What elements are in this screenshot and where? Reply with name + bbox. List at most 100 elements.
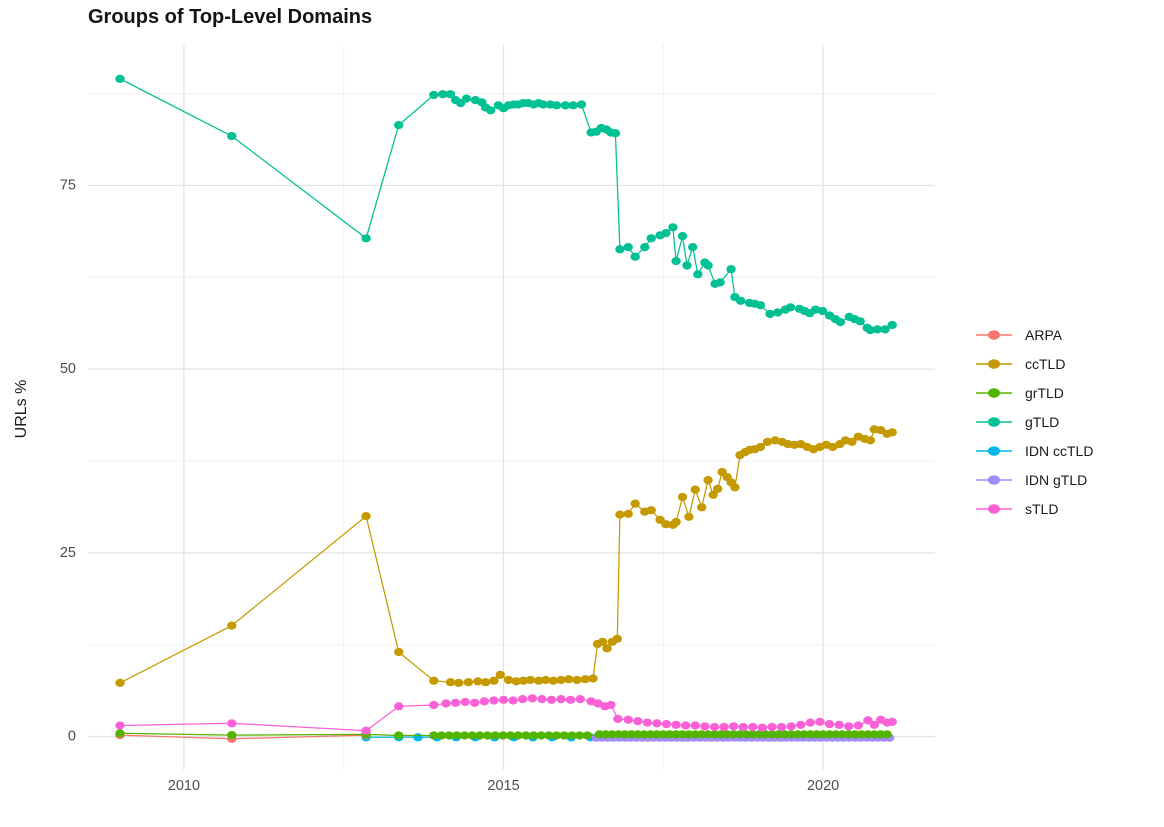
legend-key-icon	[976, 445, 1012, 456]
data-point	[227, 719, 237, 728]
data-point	[869, 720, 879, 729]
data-point	[786, 722, 796, 731]
legend-label: IDN ccTLD	[1025, 442, 1094, 459]
data-point	[503, 675, 514, 685]
data-point	[429, 90, 439, 100]
data-point	[828, 442, 838, 452]
data-point	[713, 484, 723, 493]
data-point	[115, 74, 125, 83]
data-point	[730, 483, 740, 492]
data-point	[776, 722, 787, 732]
data-point	[227, 132, 237, 141]
data-point	[565, 695, 576, 704]
y-tick-label: 25	[60, 545, 76, 561]
data-point	[479, 697, 489, 706]
data-point	[593, 699, 603, 708]
data-point	[887, 717, 897, 727]
y-tick-label: 0	[68, 729, 76, 745]
data-point	[361, 511, 371, 521]
data-point	[490, 731, 500, 740]
data-point	[361, 234, 371, 243]
data-point	[755, 442, 766, 452]
legend-item-ccTLD: ccTLD	[972, 349, 1093, 378]
data-point	[610, 129, 621, 138]
data-point	[615, 510, 625, 519]
data-point	[582, 731, 592, 740]
data-point	[690, 721, 700, 730]
legend-item-sTLD: sTLD	[972, 494, 1093, 523]
data-point	[661, 229, 671, 238]
data-point	[560, 101, 571, 110]
data-point	[534, 676, 544, 685]
data-point	[834, 720, 844, 729]
legend: ARPA ccTLD grTLD gTLD IDN ccTLD IDN gTLD sTLD	[972, 320, 1093, 523]
legend-item-grTLD: grTLD	[972, 378, 1093, 407]
legend-label: sTLD	[1025, 500, 1059, 517]
x-tick-label: 2015	[487, 778, 519, 794]
data-point	[541, 675, 551, 685]
data-point	[513, 731, 523, 740]
data-point	[438, 90, 448, 99]
data-point	[703, 476, 713, 485]
data-point	[460, 697, 470, 707]
data-point	[671, 720, 681, 729]
legend-label: IDN gTLD	[1025, 471, 1088, 488]
data-point	[454, 678, 464, 688]
data-point	[880, 325, 890, 334]
data-point	[568, 101, 578, 110]
data-point	[719, 722, 729, 732]
data-point	[668, 223, 678, 232]
data-point	[518, 695, 528, 704]
data-point	[709, 722, 720, 732]
data-point	[508, 696, 518, 705]
data-point	[630, 499, 640, 508]
legend-item-ARPA: ARPA	[972, 320, 1093, 349]
data-point	[429, 676, 439, 685]
data-point	[844, 722, 854, 731]
data-point	[498, 731, 508, 740]
data-point	[361, 726, 371, 735]
data-point	[546, 695, 557, 704]
data-point	[452, 731, 462, 740]
data-point	[810, 305, 821, 314]
data-point	[536, 731, 546, 740]
data-point	[580, 675, 590, 684]
data-point	[527, 694, 537, 703]
y-tick-label: 75	[60, 177, 76, 193]
data-point	[882, 730, 892, 739]
data-point	[445, 90, 456, 99]
data-point	[450, 698, 461, 707]
legend-label: ARPA	[1025, 326, 1063, 343]
data-point	[757, 723, 768, 732]
data-point	[817, 306, 828, 316]
data-point	[773, 308, 783, 317]
series-gTLD	[115, 74, 897, 335]
data-point	[429, 731, 439, 740]
data-point	[115, 721, 125, 730]
data-point	[394, 731, 404, 740]
data-point	[413, 733, 423, 742]
data-point	[597, 637, 608, 646]
legend-key-icon	[976, 329, 1012, 340]
series-grTLD	[115, 729, 892, 740]
data-point	[642, 718, 652, 727]
data-point	[394, 702, 404, 711]
data-point	[567, 731, 577, 740]
data-point	[444, 731, 454, 740]
data-point	[693, 270, 703, 279]
legend-key-icon	[976, 387, 1012, 398]
data-point	[640, 243, 650, 252]
data-point	[436, 731, 447, 740]
x-tick-label: 2010	[168, 778, 200, 794]
data-point	[548, 676, 559, 685]
data-point	[441, 699, 451, 708]
data-point	[602, 644, 612, 653]
data-point	[785, 303, 796, 312]
data-point	[796, 720, 806, 729]
data-point	[518, 676, 528, 685]
data-point	[863, 716, 873, 725]
legend-label: ccTLD	[1025, 355, 1066, 372]
data-point	[227, 621, 237, 630]
x-tick-label: 2020	[807, 778, 839, 794]
